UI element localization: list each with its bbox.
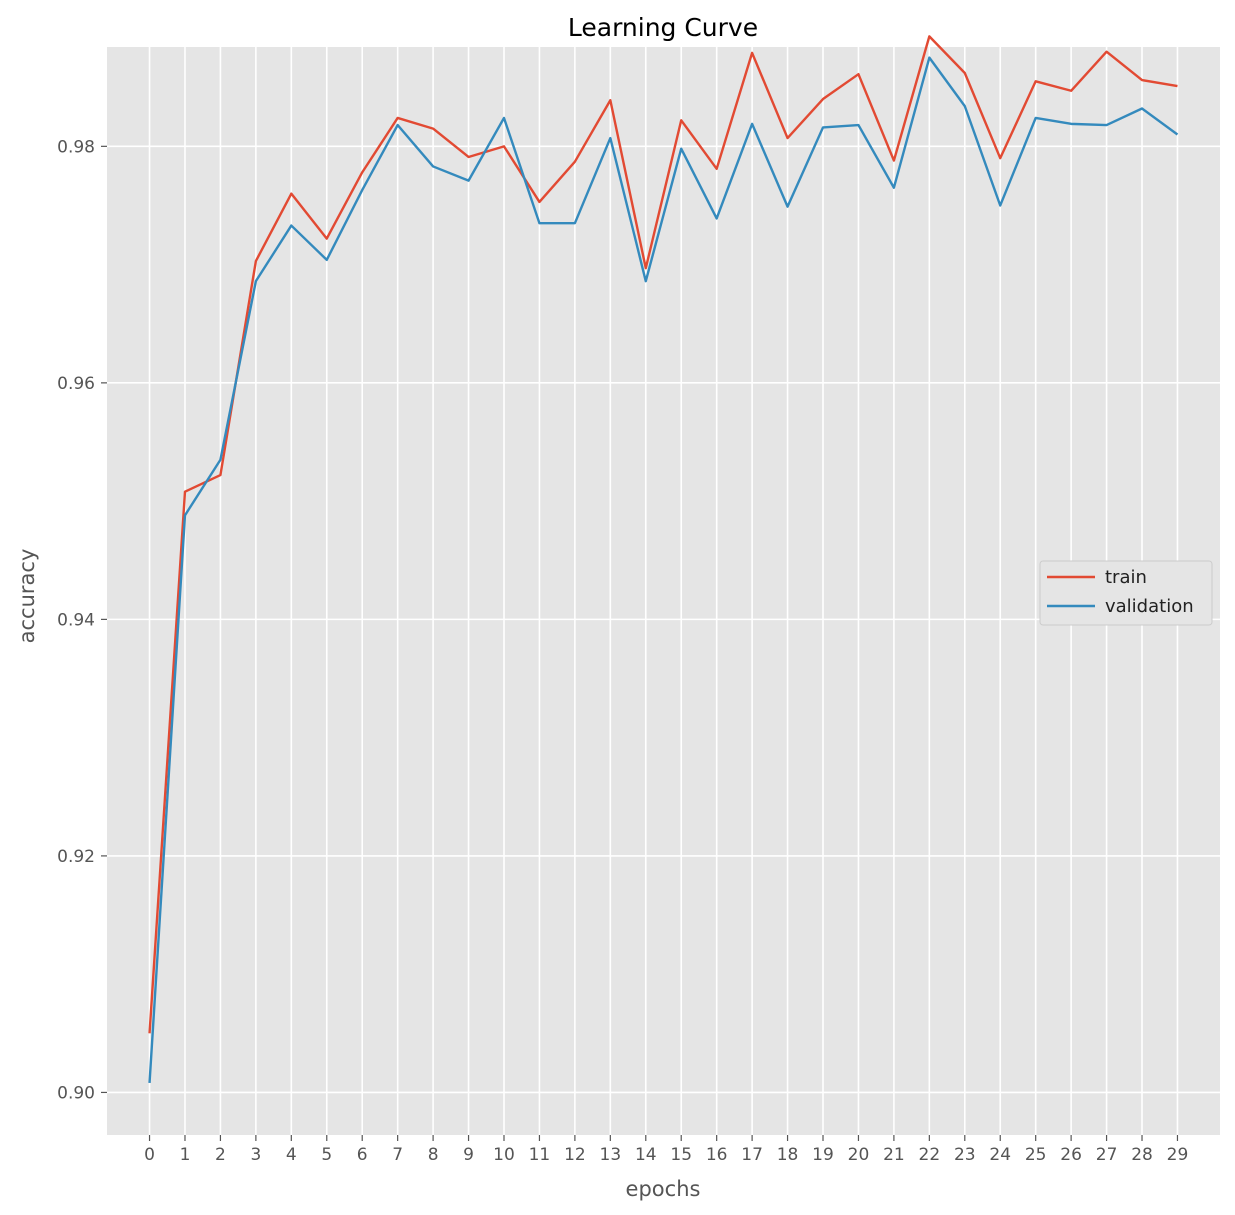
- x-tick-label: 3: [250, 1145, 261, 1165]
- x-tick-label: 2: [215, 1145, 226, 1165]
- x-tick-label: 1: [180, 1145, 191, 1165]
- legend-label-train: train: [1105, 567, 1147, 588]
- x-tick-label: 28: [1131, 1145, 1153, 1165]
- x-tick-label: 12: [564, 1145, 586, 1165]
- x-axis-ticks: 0 1 2 3 4 5 6 7 8 9 10 11 12 13 14 15 16 17 18 19 20 21 22 23 24…: [144, 1135, 1188, 1165]
- y-tick-label: 0.94: [57, 610, 95, 630]
- legend-label-validation: validation: [1105, 596, 1194, 617]
- series-line-validation: [148, 56, 1179, 1084]
- x-tick-label: 0: [144, 1145, 155, 1165]
- x-tick-label: 23: [954, 1145, 976, 1165]
- y-tick-label: 0.96: [57, 374, 95, 394]
- chart-title: Learning Curve: [568, 13, 758, 42]
- x-tick-label: 8: [428, 1145, 439, 1165]
- y-tick-label: 0.90: [57, 1083, 95, 1103]
- x-axis-label: epochs: [626, 1177, 701, 1201]
- x-tick-label: 16: [706, 1145, 728, 1165]
- x-tick-label: 10: [493, 1145, 515, 1165]
- x-tick-label: 21: [883, 1145, 905, 1165]
- x-tick-label: 13: [600, 1145, 622, 1165]
- x-tick-label: 20: [848, 1145, 870, 1165]
- y-tick-label: 0.92: [57, 847, 95, 867]
- legend: train validation: [1039, 560, 1213, 626]
- x-tick-label: 27: [1096, 1145, 1118, 1165]
- x-tick-label: 15: [670, 1145, 692, 1165]
- x-tick-label: 14: [635, 1145, 657, 1165]
- series-layer: [148, 35, 1179, 1084]
- series-line-train: [148, 35, 1178, 1034]
- x-tick-label: 6: [357, 1145, 368, 1165]
- y-axis-ticks: 0.90 0.92 0.94 0.96 0.98: [57, 137, 107, 1103]
- x-tick-label: 7: [392, 1145, 403, 1165]
- x-tick-label: 29: [1167, 1145, 1189, 1165]
- x-tick-label: 18: [777, 1145, 799, 1165]
- x-tick-label: 11: [529, 1145, 551, 1165]
- x-tick-label: 4: [286, 1145, 297, 1165]
- x-tick-label: 26: [1060, 1145, 1082, 1165]
- gridlines: [107, 47, 1220, 1135]
- x-tick-label: 25: [1025, 1145, 1047, 1165]
- y-tick-label: 0.98: [57, 137, 95, 157]
- x-tick-label: 9: [463, 1145, 474, 1165]
- x-tick-label: 19: [812, 1145, 834, 1165]
- x-tick-label: 5: [321, 1145, 332, 1165]
- x-tick-label: 24: [989, 1145, 1011, 1165]
- y-axis-label: accuracy: [15, 549, 39, 644]
- x-tick-label: 22: [919, 1145, 941, 1165]
- x-tick-label: 17: [741, 1145, 763, 1165]
